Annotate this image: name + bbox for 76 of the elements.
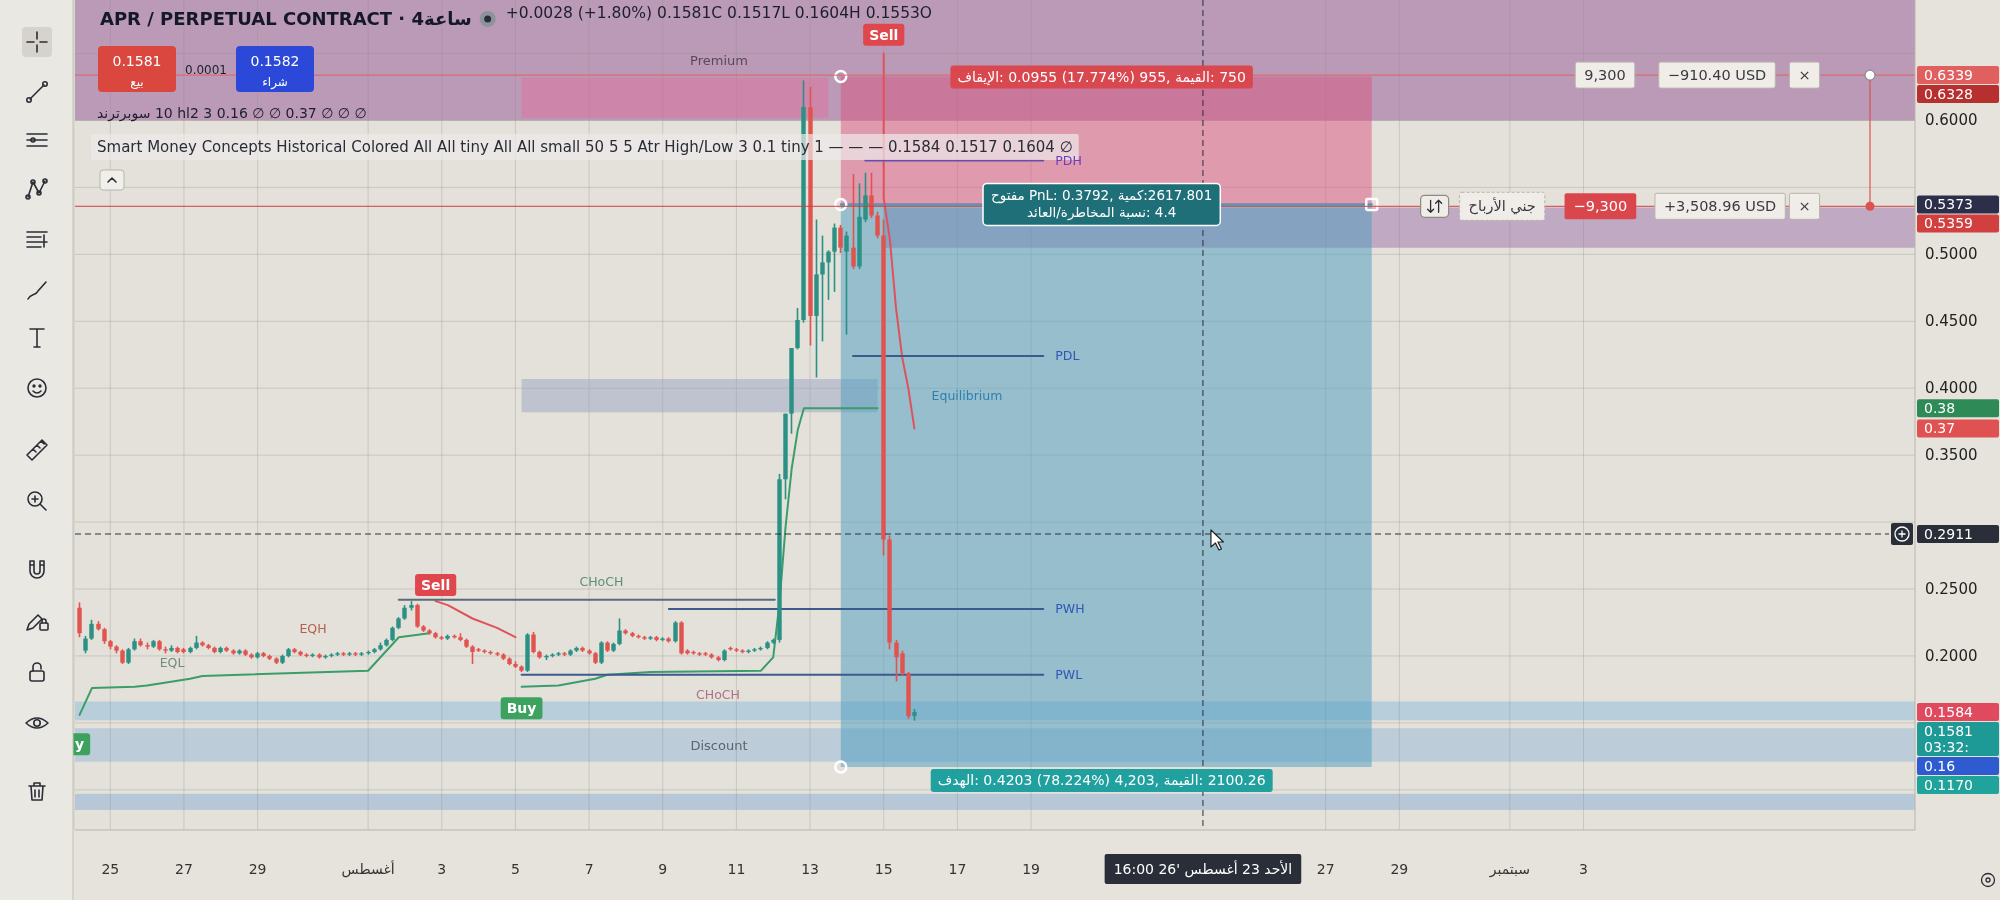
- annotation: +0.0028 (+1.80%) 0.1581C 0.1517L 0.1604H 0.1553O: [505, 4, 933, 22]
- y-tick-label: 0.2500: [1925, 580, 1978, 599]
- x-tick-label: 25: [101, 861, 120, 877]
- annotation: CHoCH: [696, 687, 740, 702]
- annotation: ×: [1788, 192, 1821, 220]
- annotation: PDL: [1055, 348, 1080, 364]
- annotation: −9,300: [1564, 193, 1637, 220]
- price-tag: 0.2911: [1917, 525, 1999, 543]
- annotation: EQL: [159, 655, 185, 670]
- band-label: Premium: [690, 53, 748, 69]
- annotation: Buy: [500, 697, 543, 720]
- ref-line-label: 0.5359: [1924, 215, 1973, 232]
- x-tick-label: 11: [727, 861, 746, 877]
- price-tag: 0.5359: [1917, 214, 1999, 233]
- annotation: Sell: [415, 574, 457, 596]
- annotation: EQH: [299, 621, 327, 636]
- y-tick-label: 0.5000: [1925, 245, 1978, 264]
- price-tag: 0.1581 03:32:: [1917, 722, 1999, 757]
- annotation: 0.0001: [185, 63, 227, 77]
- annotation: 9,300: [1584, 67, 1626, 84]
- ref-line-label: 0.2911: [1924, 526, 1973, 543]
- annotation: −9,300: [1573, 198, 1628, 215]
- annotation: ×: [1798, 67, 1811, 84]
- annotation: شراء: [262, 75, 288, 89]
- x-tick-label: 13: [801, 861, 819, 877]
- x-tick-label: 9: [658, 861, 668, 877]
- price-tag: 0.6339: [1917, 66, 1999, 85]
- time-tag: الأحد 23 أغسطس '26 16:00: [1104, 854, 1302, 884]
- annotation: PWH: [1055, 601, 1085, 617]
- price-tag: 0.1584: [1917, 703, 1999, 722]
- annotation: +3,508.96 USD: [1654, 192, 1786, 220]
- annotation: Sell: [421, 577, 451, 594]
- price-tag: 0.16: [1917, 757, 1999, 776]
- y-tick-label: 0.2000: [1925, 646, 1978, 665]
- x-tick-label: 29: [248, 861, 267, 877]
- x-tick-label: 3: [1579, 861, 1588, 877]
- annotation: جني الأرباح: [1459, 191, 1546, 221]
- x-tick-label: 5: [510, 861, 520, 877]
- x-tick-label: سبتمبر: [1488, 861, 1530, 878]
- x-tick-label: 15: [874, 861, 893, 877]
- x-tick-label: 29: [1390, 861, 1409, 877]
- annotation: جني الأرباح: [1468, 197, 1536, 216]
- annotation: −910.40 USD: [1658, 61, 1776, 89]
- annotation: Sell: [863, 23, 905, 46]
- price-tag: 0.6328: [1917, 85, 1999, 104]
- annotation: Buy: [506, 700, 537, 717]
- price-tag: 0.1170: [1917, 776, 1999, 795]
- annotation: 9,300: [1574, 61, 1636, 89]
- annotation: PWL: [1055, 666, 1083, 682]
- y-tick-label: 0.3500: [1925, 446, 1978, 465]
- annotation: بيع: [130, 75, 144, 89]
- x-tick-label: 27: [175, 861, 193, 877]
- annotation: Smart Money Concepts Historical Colored All All tiny All All small 50 5 5 Atr High/Low 3 0.1 tiny 1 — — — 0.1584 0.1517 0.1604 ∅: [97, 138, 1073, 156]
- y-tick-label: 0.6000: [1925, 111, 1978, 130]
- annotation: −910.40 USD: [1667, 67, 1767, 84]
- x-tick-label: 3: [437, 861, 447, 877]
- annotation: Sell: [869, 26, 899, 43]
- y-tick-label: 0.4000: [1925, 379, 1978, 398]
- price-tag: 0.5373: [1917, 195, 1999, 214]
- x-tick-label: أغسطس: [341, 860, 395, 878]
- annotation: CHoCH: [579, 573, 624, 589]
- y-tick-label: 0.4500: [1925, 312, 1978, 331]
- x-tick-label: 7: [584, 861, 594, 877]
- band-label: Discount: [690, 737, 748, 753]
- price-tag: 0.38: [1917, 399, 1999, 418]
- x-tick-label: 19: [1022, 861, 1040, 877]
- x-tick-label: 27: [1316, 861, 1335, 877]
- price-tag: 0.37: [1917, 419, 1999, 438]
- annotation: y: [75, 736, 85, 753]
- annotation: ×: [1788, 61, 1821, 89]
- ref-line-label: 0.6339: [1924, 67, 1973, 84]
- annotation: ×: [1798, 198, 1811, 215]
- annotation: +3,508.96 USD: [1663, 198, 1777, 215]
- annotation: Equilibrium: [931, 387, 1003, 403]
- ref-line-label: الأحد 23 أغسطس '26 16:00: [1113, 860, 1293, 878]
- x-tick-label: 17: [948, 861, 967, 877]
